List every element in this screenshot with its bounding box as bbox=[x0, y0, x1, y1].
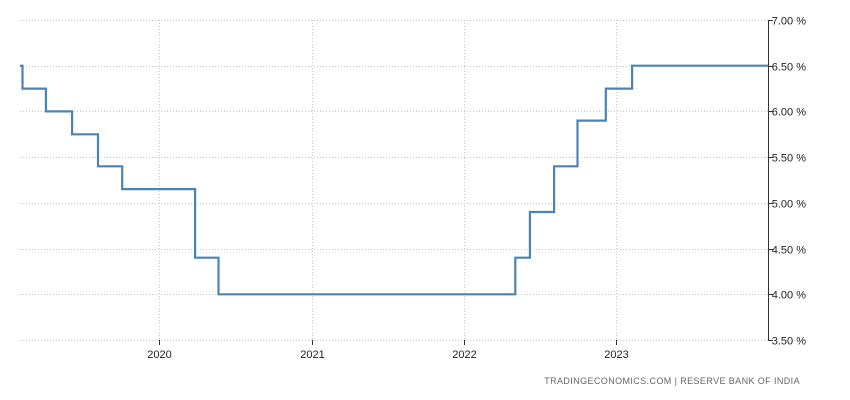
y-tick-label: 4.00 % bbox=[772, 290, 806, 302]
grid bbox=[20, 20, 768, 341]
series-line bbox=[20, 64, 768, 296]
x-tick-label: 2023 bbox=[604, 349, 628, 361]
x-axis: 2020 2021 2022 2023 bbox=[147, 340, 629, 361]
y-axis: 7.00 % 6.50 % 6.00 % 5.50 % 5.00 % 4.50 % 4.00… bbox=[768, 16, 806, 348]
y-tick-label: 6.50 % bbox=[772, 62, 806, 74]
source-credit: TRADINGECONOMICS.COM | RESERVE BANK OF I… bbox=[544, 376, 800, 386]
y-tick-label: 5.00 % bbox=[772, 199, 806, 211]
series-group bbox=[20, 64, 768, 296]
y-tick-label: 5.50 % bbox=[772, 153, 806, 165]
x-tick-label: 2022 bbox=[452, 349, 476, 361]
y-tick-label: 3.50 % bbox=[772, 336, 806, 348]
x-tick-label: 2021 bbox=[300, 349, 324, 361]
y-tick-label: 6.00 % bbox=[772, 107, 806, 119]
x-tick-label: 2020 bbox=[147, 349, 171, 361]
y-tick-label: 7.00 % bbox=[772, 16, 806, 28]
y-tick-label: 4.50 % bbox=[772, 245, 806, 257]
